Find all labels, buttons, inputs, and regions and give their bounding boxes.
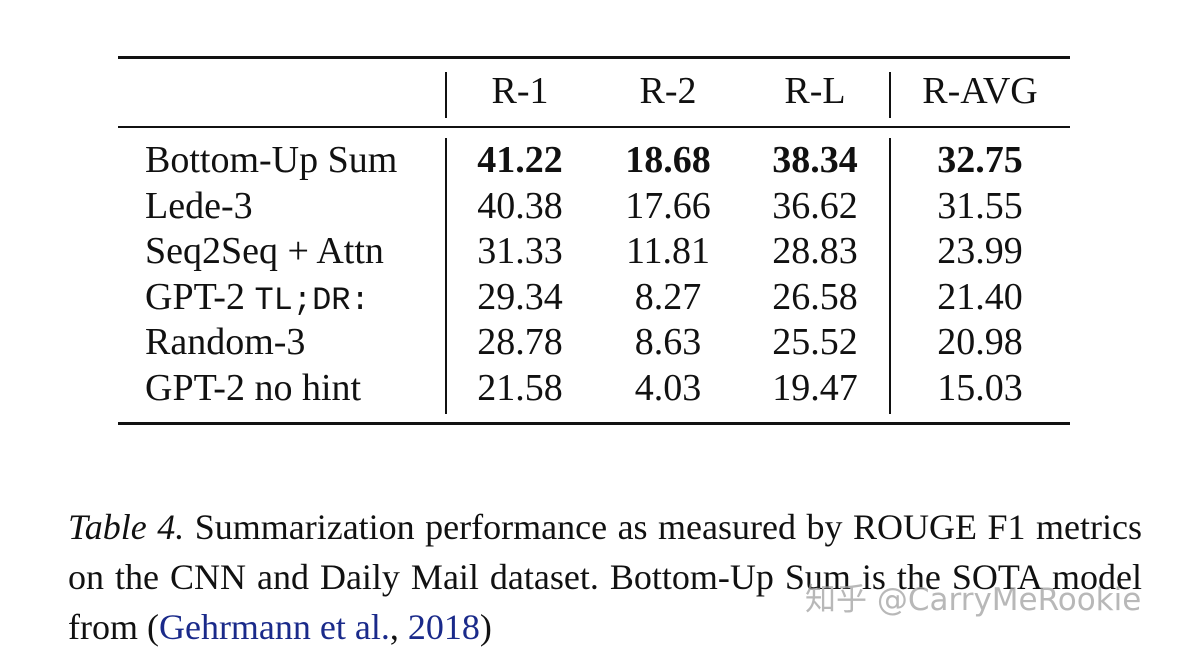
caption: Table 4. Summarization performance as me… <box>68 502 1142 651</box>
citation-sep: , <box>389 607 408 647</box>
score: 17.66 <box>625 184 711 227</box>
score: 8.27 <box>634 275 702 318</box>
caption-text: Summarization performance as measured by… <box>68 507 1142 647</box>
score: 40.38 <box>477 184 563 227</box>
caption-close: ) <box>479 607 492 647</box>
bottom-rule <box>118 422 1070 425</box>
score: 8.63 <box>634 321 702 364</box>
citation-year[interactable]: 2018 <box>407 607 480 647</box>
score: 11.81 <box>625 230 711 273</box>
model-name: Seq2Seq + Attn <box>145 228 384 274</box>
score: 19.47 <box>772 367 858 409</box>
score: 4.03 <box>634 367 702 409</box>
header-cell: R-AVG <box>922 70 1038 112</box>
score: 20.98 <box>937 321 1023 364</box>
model-text: Random-3 <box>145 321 306 364</box>
score: 28.78 <box>477 321 563 364</box>
score: 41.22 <box>477 139 563 181</box>
score: 36.62 <box>772 184 858 227</box>
model-text: GPT-2 <box>145 275 245 318</box>
v-line <box>889 72 891 118</box>
score: 15.03 <box>937 367 1023 409</box>
model-name: GPT-2 no hint <box>145 365 361 411</box>
header-cell: R-2 <box>639 70 697 112</box>
score: 21.58 <box>477 367 563 409</box>
model-name: Bottom-Up Sum <box>145 137 397 183</box>
score: 21.40 <box>937 275 1023 318</box>
model-text: Seq2Seq + Attn <box>145 230 384 273</box>
model-code: TL;DR: <box>254 281 370 319</box>
score: 29.34 <box>477 275 563 318</box>
score: 23.99 <box>937 230 1023 273</box>
score: 18.68 <box>625 139 711 181</box>
v-line <box>445 72 447 118</box>
header-cell: R-1 <box>491 70 549 112</box>
model-text: Lede-3 <box>145 184 253 227</box>
score: 25.52 <box>772 321 858 364</box>
score: 31.55 <box>937 184 1023 227</box>
score: 31.33 <box>477 230 563 273</box>
v-line <box>445 138 447 414</box>
model-name: Random-3 <box>145 319 305 365</box>
top-rule <box>118 56 1070 59</box>
citation-authors[interactable]: Gehrmann et al. <box>158 607 390 647</box>
score: 38.34 <box>772 139 858 181</box>
v-line <box>889 138 891 414</box>
model-text: GPT-2 no hint <box>145 367 362 409</box>
mid-rule <box>118 126 1070 128</box>
score: 32.75 <box>937 139 1023 181</box>
score: 28.83 <box>772 230 858 273</box>
model-name: Lede-3 <box>145 183 253 229</box>
model-name: GPT-2 TL;DR: <box>145 274 370 324</box>
caption-label: Table 4. <box>68 507 185 547</box>
watermark: 知乎 @CarryMeRookie <box>805 582 1142 618</box>
score: 26.58 <box>772 275 858 318</box>
model-text: Bottom-Up Sum <box>145 139 398 181</box>
header-cell: R-L <box>784 70 846 112</box>
